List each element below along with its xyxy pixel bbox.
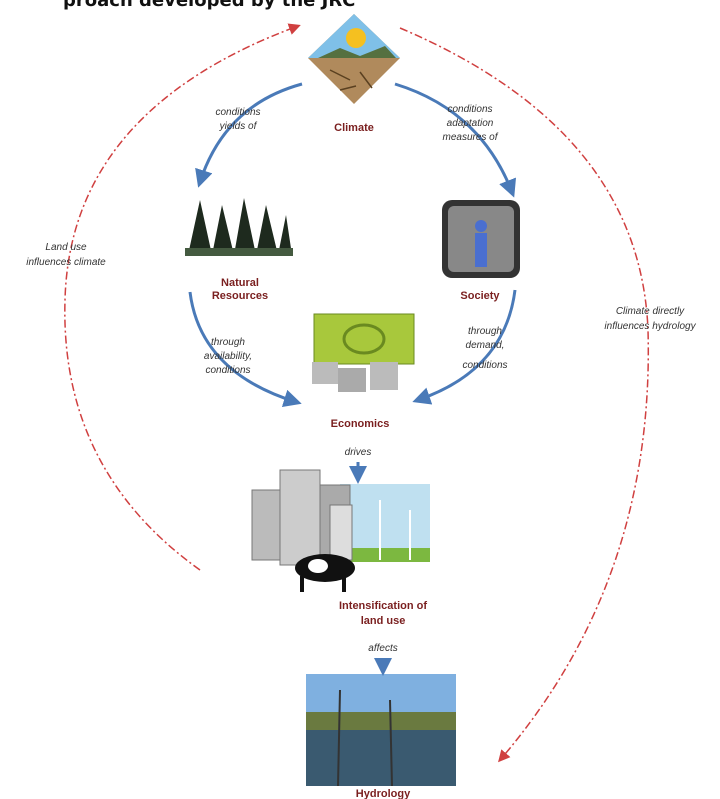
node-label: Economics [331,418,390,430]
node-label: Natural [221,277,259,289]
land-use-icon [252,470,430,592]
diagram: proach developed by the JRC [0,0,720,799]
node-label: Intensification of [339,600,427,612]
edge-label: availability, [204,351,252,362]
edge-label: conditions [462,360,507,371]
climate-icon [308,14,400,104]
node-label: land use [361,615,406,627]
edge-label: adaptation [447,118,494,129]
edge-label: influences hydrology [604,321,696,332]
node-label: Resources [212,290,268,302]
edge-label: demand, [466,340,505,351]
edge-label: Land use [45,242,87,253]
forest-icon [185,198,293,256]
edge-label: influences climate [26,257,106,268]
edge-label: conditions [215,107,260,118]
edge-label: Climate directly [616,306,685,317]
edge-label: drives [345,447,372,458]
edge-label: conditions [447,104,492,115]
node-label: Society [460,290,500,302]
feedback-arrows [65,26,648,760]
page-title: proach developed by the JRC [63,0,355,11]
edge-label: through [211,337,245,348]
society-icon [442,200,520,278]
edge-label: yields of [219,121,258,132]
edge-label: affects [368,643,397,654]
node-label: Climate [334,122,374,134]
edge-label: measures of [442,132,498,143]
money-icon [312,314,414,392]
edge-label: through [468,326,502,337]
hydrology-photo [306,674,456,786]
node-label: Hydrology [356,788,411,799]
edge-label: conditions [205,365,250,376]
